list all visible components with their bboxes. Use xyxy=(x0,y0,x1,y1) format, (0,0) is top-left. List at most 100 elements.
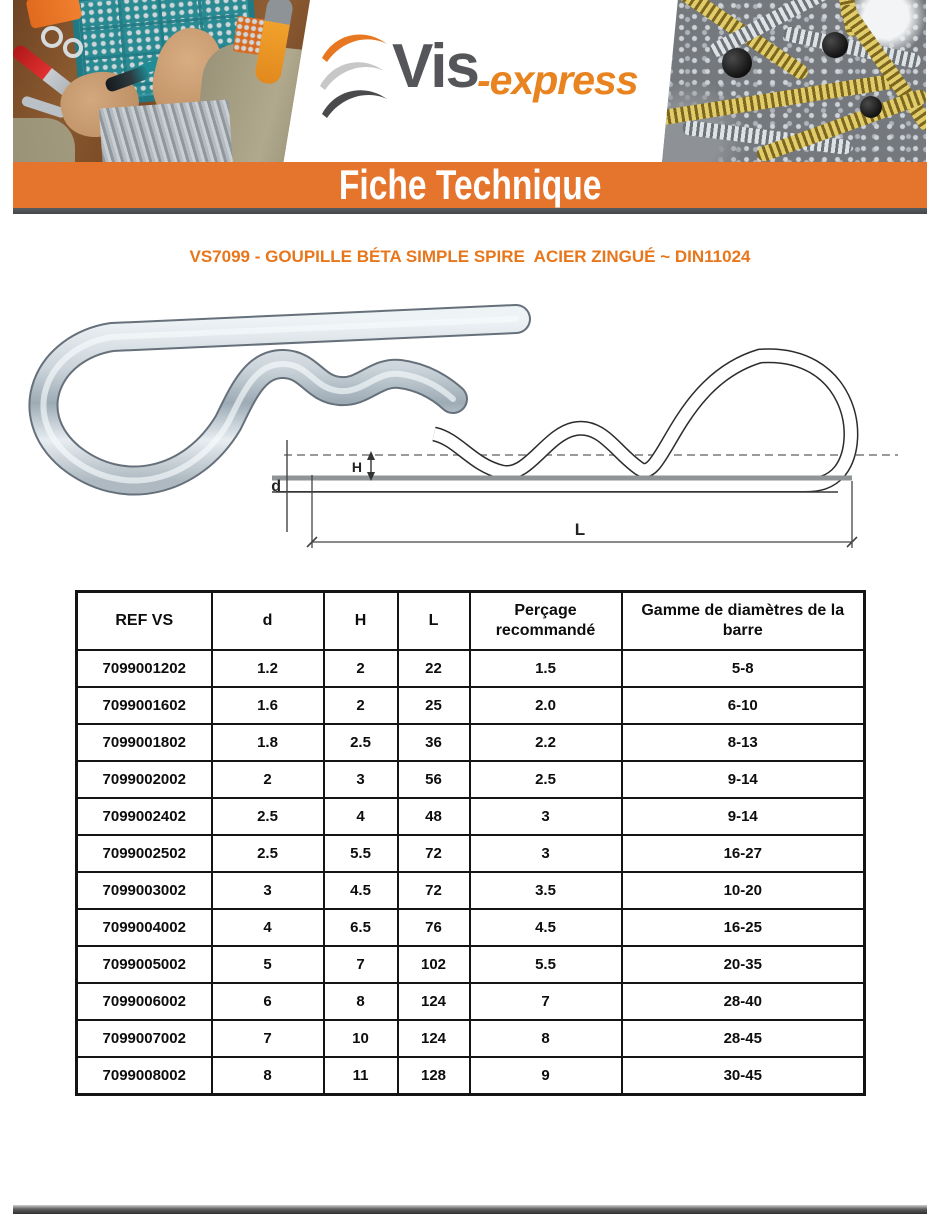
table-cell: 3 xyxy=(322,760,399,799)
table-cell: 6-10 xyxy=(620,686,866,725)
table-cell: 30-45 xyxy=(620,1056,866,1096)
table-cell: 16-25 xyxy=(620,908,866,947)
table-row: 7099001802 1.8 2.5 36 2.2 8-13 xyxy=(75,723,866,762)
table-cell: 1.2 xyxy=(210,649,325,688)
table-cell: 2.5 xyxy=(210,834,325,873)
table-cell: 48 xyxy=(396,797,471,836)
d-dimension-label: d xyxy=(271,478,281,495)
table-cell: 2.2 xyxy=(468,723,623,762)
table-cell: 7099001802 xyxy=(75,723,213,762)
table-cell: 5-8 xyxy=(620,649,866,688)
table-cell: 2.0 xyxy=(468,686,623,725)
workbench-photo xyxy=(13,0,310,163)
table-cell: 28-40 xyxy=(620,982,866,1021)
column-header: H xyxy=(322,590,399,651)
table-cell: 7099006002 xyxy=(75,982,213,1021)
logo-text-express: -express xyxy=(477,57,639,103)
table-cell: 9-14 xyxy=(620,797,866,836)
table-cell: 6 xyxy=(210,982,325,1021)
table-cell: 22 xyxy=(396,649,471,688)
logo-text-vis: Vis xyxy=(392,32,480,101)
banner-title: Fiche Technique xyxy=(338,161,602,208)
table-cell: 3 xyxy=(468,834,623,873)
table-row: 7099001202 1.2 2 22 1.5 5-8 xyxy=(75,649,866,688)
l-dimension-label: L xyxy=(575,520,585,539)
fiche-technique-banner: Fiche Technique xyxy=(13,161,927,208)
screw-head xyxy=(822,32,848,58)
table-cell: 28-45 xyxy=(620,1019,866,1058)
spec-table: REF VS d H L Perçage recommandé Gamme de diam… xyxy=(75,590,866,1096)
product-title: VS7099 - GOUPILLE BÉTA SIMPLE SPIRE ACIE… xyxy=(189,247,751,266)
table-row: 7099008002 8 11 128 9 30-45 xyxy=(75,1056,866,1096)
table-cell: 7099001202 xyxy=(75,649,213,688)
screw-head xyxy=(722,48,752,78)
table-cell: 3 xyxy=(468,797,623,836)
table-cell: 72 xyxy=(396,871,471,910)
table-cell: 3.5 xyxy=(468,871,623,910)
table-row: 7099001602 1.6 2 25 2.0 6-10 xyxy=(75,686,866,725)
table-cell: 7099005002 xyxy=(75,945,213,984)
table-cell: 124 xyxy=(396,1019,471,1058)
table-cell: 3 xyxy=(210,871,325,910)
table-cell: 5.5 xyxy=(468,945,623,984)
table-cell: 7 xyxy=(322,945,399,984)
table-row: 7099007002 7 10 124 8 28-45 xyxy=(75,1019,866,1058)
table-cell: 11 xyxy=(322,1056,399,1096)
table-row: 7099002402 2.5 4 48 3 9-14 xyxy=(75,797,866,836)
table-cell: 7099003002 xyxy=(75,871,213,910)
table-cell: 10-20 xyxy=(620,871,866,910)
table-cell: 8 xyxy=(322,982,399,1021)
table-cell: 16-27 xyxy=(620,834,866,873)
table-cell: 5 xyxy=(210,945,325,984)
table-row: 7099003002 3 4.5 72 3.5 10-20 xyxy=(75,871,866,910)
column-header: L xyxy=(396,590,471,651)
table-row: 7099002502 2.5 5.5 72 3 16-27 xyxy=(75,834,866,873)
table-cell: 8 xyxy=(468,1019,623,1058)
banner-underline xyxy=(13,208,927,214)
table-cell: 1.6 xyxy=(210,686,325,725)
logo-swoosh-icon xyxy=(320,34,387,118)
table-cell: 6.5 xyxy=(322,908,399,947)
table-cell: 36 xyxy=(396,723,471,762)
table-cell: 2 xyxy=(322,649,399,688)
table-cell: 4.5 xyxy=(322,871,399,910)
washer xyxy=(63,38,83,58)
table-cell: 7 xyxy=(468,982,623,1021)
table-cell: 2.5 xyxy=(322,723,399,762)
page-bottom-strip xyxy=(13,1205,927,1214)
table-cell: 7099008002 xyxy=(75,1056,213,1096)
technical-drawing: d H L xyxy=(271,348,898,548)
table-cell: 2 xyxy=(322,686,399,725)
sleeve-left xyxy=(13,118,75,163)
column-header: REF VS xyxy=(75,590,213,651)
table-cell: 9-14 xyxy=(620,760,866,799)
table-row: 7099002002 2 3 56 2.5 9-14 xyxy=(75,760,866,799)
table-cell: 2.5 xyxy=(210,797,325,836)
table-cell: 7099002502 xyxy=(75,834,213,873)
screws-pile-photo xyxy=(662,0,926,163)
column-header: d xyxy=(210,590,325,651)
beta-pin-photo xyxy=(28,304,531,496)
table-row: 7099005002 5 7 102 5.5 20-35 xyxy=(75,945,866,984)
table-cell: 2 xyxy=(210,760,325,799)
table-row: 7099006002 6 8 124 7 28-40 xyxy=(75,982,866,1021)
spec-table-header-row: REF VS d H L Perçage recommandé Gamme de diam… xyxy=(75,590,866,651)
table-cell: 7099004002 xyxy=(75,908,213,947)
product-figure: d H L xyxy=(28,304,898,548)
table-cell: 4.5 xyxy=(468,908,623,947)
spec-table-body: 7099001202 1.2 2 22 1.5 5-8 7099001602 1.6 2 25 2.… xyxy=(75,649,866,1096)
table-cell: 56 xyxy=(396,760,471,799)
table-cell: 102 xyxy=(396,945,471,984)
table-cell: 4 xyxy=(322,797,399,836)
table-cell: 7099001602 xyxy=(75,686,213,725)
table-cell: 9 xyxy=(468,1056,623,1096)
table-cell: 7099007002 xyxy=(75,1019,213,1058)
table-cell: 72 xyxy=(396,834,471,873)
table-cell: 8-13 xyxy=(620,723,866,762)
washer xyxy=(41,26,63,48)
table-cell: 8 xyxy=(210,1056,325,1096)
column-header: Perçage recommandé xyxy=(468,590,623,651)
table-cell: 7099002002 xyxy=(75,760,213,799)
table-row: 7099004002 4 6.5 76 4.5 16-25 xyxy=(75,908,866,947)
